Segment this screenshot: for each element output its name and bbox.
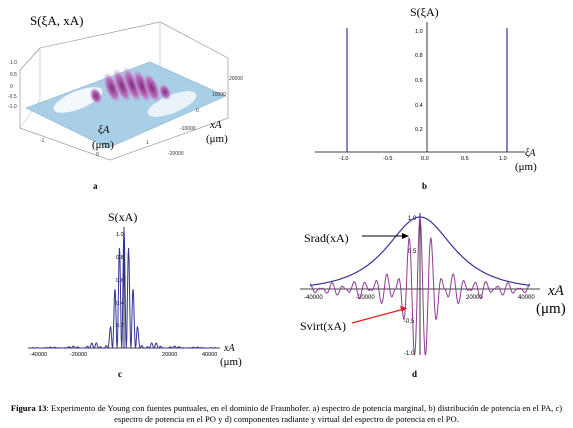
- c-y-tick: 0.6: [116, 278, 124, 284]
- z-tick: -1.0: [8, 104, 17, 110]
- d-y-tick: -0.5: [404, 319, 415, 325]
- caption-text: : Experimento de Young con fuentes puntu…: [46, 403, 563, 424]
- panel-c-x-label: xA: [223, 343, 235, 354]
- panel-d: 1.0 0.5 -0.5 -1.0 -40000 -20000 20000 40…: [290, 205, 573, 385]
- x-tick: -10000: [180, 126, 196, 132]
- arrow-virt: [351, 308, 405, 324]
- x-tick: 20000: [229, 76, 243, 82]
- c-x-tick: 20000: [162, 352, 177, 358]
- c-x-tick: -40000: [30, 352, 47, 358]
- panel-d-letter: d: [412, 369, 418, 379]
- d-x-tick: 20000: [466, 295, 483, 301]
- c-y-tick: 0.2: [116, 323, 124, 329]
- xi-tick: -1: [40, 138, 45, 144]
- panel-d-x-label: xA: [547, 283, 565, 299]
- d-y-tick: 0.5: [408, 249, 417, 255]
- panel-d-chart: 1.0 0.5 -0.5 -1.0 -40000 -20000 20000 40…: [300, 213, 566, 357]
- panel-b-x-label: ξA: [525, 148, 536, 159]
- panel-c-chart: 1.0 0.8 0.6 0.4 0.2 -40000 -20000 20000 …: [28, 210, 242, 368]
- b-x-tick: 1.0: [499, 156, 507, 162]
- panel-b-letter: b: [422, 181, 428, 191]
- label-s-virt: Svirt(xA): [300, 319, 346, 333]
- b-x-tick: 0.5: [461, 156, 469, 162]
- central-fringes: [89, 66, 172, 105]
- b-y-tick: 0.8: [415, 53, 423, 59]
- label-s-rad: Srad(xA): [304, 231, 349, 245]
- panel-b-title: S(ξA): [410, 5, 439, 19]
- b-x-tick: 0.0: [421, 156, 429, 162]
- panel-b-chart: 1.0 0.8 0.6 0.4 0.2 -1.0 -0.5 0.0 0.5 1.…: [315, 5, 537, 173]
- panel-a-xi-label: ξA: [98, 124, 110, 136]
- b-x-tick: -0.5: [383, 156, 392, 162]
- panel-a-surface-plot: 1.0 0.5 0 -0.5 -1.0 -1 0 1 20000 10000 0…: [8, 13, 243, 161]
- panel-a-x-label: xA: [209, 119, 222, 131]
- c-y-tick: 1.0: [116, 232, 124, 238]
- d-x-tick: 40000: [518, 295, 535, 301]
- panel-a-title: S(ξA, xA): [30, 13, 83, 28]
- panel-a: 1.0 0.5 0 -0.5 -1.0 -1 0 1 20000 10000 0…: [0, 0, 260, 191]
- panel-b-x-unit: (μm): [515, 161, 537, 173]
- z-tick: 1.0: [10, 60, 17, 66]
- figure-caption: Figura 13: Experimento de Young con fuen…: [10, 403, 563, 425]
- xi-tick: 0: [96, 152, 99, 158]
- panel-c: 1.0 0.8 0.6 0.4 0.2 -40000 -20000 20000 …: [20, 205, 260, 380]
- panel-c-letter: c: [118, 369, 122, 379]
- c-y-tick: 0.4: [116, 301, 124, 307]
- panel-a-x-unit: (μm): [206, 133, 228, 145]
- xi-tick: 1: [146, 140, 149, 146]
- caption-label: Figura 13: [10, 403, 47, 413]
- panel-d-x-unit: (μm): [536, 301, 566, 317]
- panel-a-xi-unit: (μm): [92, 139, 114, 151]
- c-series-line: [31, 229, 217, 349]
- x-tick: 10000: [212, 92, 226, 98]
- x-tick: -20000: [168, 151, 184, 157]
- z-tick: 0: [10, 84, 13, 90]
- d-x-tick: -40000: [304, 295, 323, 301]
- b-y-tick: 0.4: [415, 103, 423, 109]
- x-tick: 0: [196, 108, 199, 114]
- panel-c-x-unit: (μm): [220, 356, 242, 368]
- d-x-tick: -20000: [356, 295, 375, 301]
- b-x-tick: -1.0: [339, 156, 348, 162]
- b-y-tick: 0.6: [415, 78, 423, 84]
- z-tick: -0.5: [8, 94, 17, 100]
- panel-b: 1.0 0.8 0.6 0.4 0.2 -1.0 -0.5 0.0 0.5 1.…: [315, 0, 555, 195]
- b-y-tick: 1.0: [415, 29, 423, 35]
- d-y-tick: -1.0: [404, 351, 415, 357]
- panel-c-title: S(xA): [108, 210, 137, 224]
- b-y-tick: 0.2: [415, 127, 423, 133]
- z-tick: 0.5: [10, 72, 17, 78]
- c-x-tick: 40000: [202, 352, 217, 358]
- c-x-tick: -20000: [70, 352, 87, 358]
- d-radiant-series: [310, 216, 530, 286]
- panel-a-letter: a: [93, 181, 98, 191]
